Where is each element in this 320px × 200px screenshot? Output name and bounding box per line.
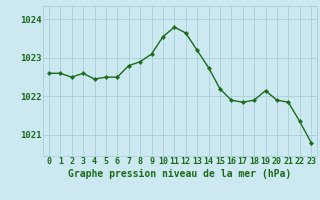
- X-axis label: Graphe pression niveau de la mer (hPa): Graphe pression niveau de la mer (hPa): [68, 169, 292, 179]
